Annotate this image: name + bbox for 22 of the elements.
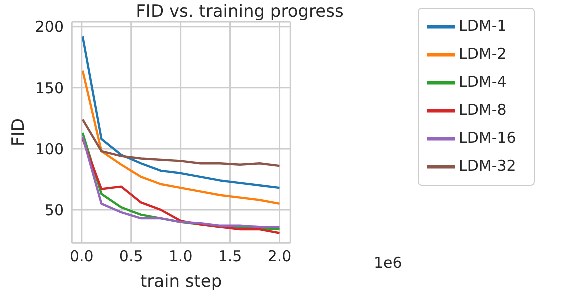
x-tick-label: 2.0	[268, 248, 292, 266]
y-tick-label: 50	[44, 201, 64, 220]
legend-label: LDM-1	[459, 17, 507, 36]
x-tick-label: 1.5	[218, 248, 242, 266]
x-tick-label: 0.0	[70, 248, 94, 266]
y-tick-label: 200	[35, 18, 64, 36]
legend-label: LDM-2	[459, 45, 507, 64]
chart-title: FID vs. training progress	[135, 2, 345, 22]
y-tick-label: 150	[35, 79, 64, 98]
y-axis-title: FID	[9, 118, 30, 146]
x-tick-label: 0.5	[119, 248, 144, 266]
legend-label: LDM-32	[459, 157, 516, 176]
x-axis-title: train step	[140, 272, 222, 292]
line-series	[82, 36, 281, 190]
line-series	[82, 70, 281, 206]
y-tick-label: 100	[35, 140, 64, 158]
legend-label: LDM-16	[459, 129, 516, 148]
legend-label: LDM-8	[459, 101, 507, 120]
legend-label: LDM-4	[459, 73, 507, 92]
line-series	[82, 118, 281, 168]
x-tick-label: 1.0	[168, 248, 193, 266]
text: 1e6	[374, 254, 402, 272]
